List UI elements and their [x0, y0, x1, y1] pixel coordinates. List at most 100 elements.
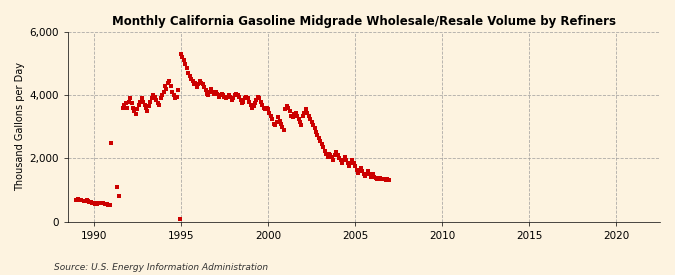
Point [100, 202, 111, 206]
Point [260, 107, 271, 112]
Point [78, 199, 89, 203]
Point [246, 106, 257, 110]
Point [190, 80, 200, 85]
Point [219, 95, 230, 99]
Point [225, 95, 236, 99]
Point [340, 155, 350, 159]
Point [361, 172, 372, 177]
Point [192, 85, 202, 89]
Point [279, 128, 290, 132]
Point [84, 200, 95, 204]
Point [223, 93, 234, 97]
Point [242, 96, 253, 101]
Point [327, 155, 338, 159]
Point [275, 122, 286, 126]
Point [259, 106, 269, 110]
Point [293, 117, 304, 121]
Point [164, 79, 175, 83]
Point [103, 202, 113, 207]
Point [234, 95, 244, 99]
Point [299, 110, 310, 115]
Point [226, 98, 237, 102]
Point [267, 117, 278, 121]
Point [309, 126, 320, 131]
Point [178, 58, 189, 63]
Point [97, 201, 108, 205]
Point [176, 52, 186, 56]
Point [302, 110, 313, 115]
Point [124, 99, 134, 104]
Point [212, 91, 223, 96]
Point [182, 66, 192, 70]
Point [376, 177, 387, 181]
Point [139, 103, 150, 107]
Point [367, 172, 378, 177]
Point [203, 93, 214, 97]
Point [370, 176, 381, 180]
Point [207, 90, 218, 94]
Point [328, 158, 339, 162]
Point [312, 133, 323, 137]
Point [383, 177, 394, 182]
Point [138, 99, 148, 104]
Point [350, 164, 360, 169]
Point [317, 142, 327, 146]
Point [238, 99, 248, 104]
Point [362, 169, 373, 173]
Point [294, 120, 305, 124]
Point [186, 77, 196, 82]
Point [87, 200, 98, 205]
Point [341, 158, 352, 162]
Point [288, 115, 298, 120]
Point [90, 202, 101, 206]
Point [130, 112, 141, 116]
Point [106, 141, 117, 145]
Point [315, 139, 326, 143]
Point [351, 167, 362, 172]
Point [218, 93, 229, 97]
Point [251, 98, 262, 102]
Point [354, 167, 365, 172]
Point [153, 101, 163, 105]
Point [313, 136, 324, 140]
Point [371, 177, 382, 181]
Point [290, 110, 301, 115]
Point [177, 55, 188, 59]
Point [254, 96, 265, 101]
Point [325, 153, 335, 158]
Point [236, 101, 247, 105]
Point [142, 109, 153, 113]
Point [148, 93, 159, 97]
Point [196, 80, 207, 85]
Point [364, 172, 375, 177]
Point [82, 199, 93, 204]
Point [235, 98, 246, 102]
Point [129, 109, 140, 113]
Text: Source: U.S. Energy Information Administration: Source: U.S. Energy Information Administ… [54, 263, 268, 272]
Point [86, 200, 97, 204]
Point [72, 197, 83, 201]
Point [289, 112, 300, 116]
Point [122, 106, 133, 110]
Point [134, 103, 144, 107]
Point [344, 164, 355, 169]
Point [92, 201, 103, 206]
Point [348, 161, 359, 165]
Point [213, 95, 224, 99]
Point [180, 61, 190, 66]
Point [187, 79, 198, 83]
Point [125, 96, 136, 101]
Point [331, 150, 342, 154]
Point [335, 158, 346, 162]
Point [358, 172, 369, 177]
Point [194, 79, 205, 83]
Point [281, 104, 292, 108]
Point [342, 161, 353, 165]
Point [271, 120, 282, 124]
Point [305, 117, 316, 121]
Point [380, 178, 391, 182]
Point [286, 114, 296, 118]
Point [298, 114, 308, 118]
Point [157, 93, 167, 97]
Point [346, 161, 356, 165]
